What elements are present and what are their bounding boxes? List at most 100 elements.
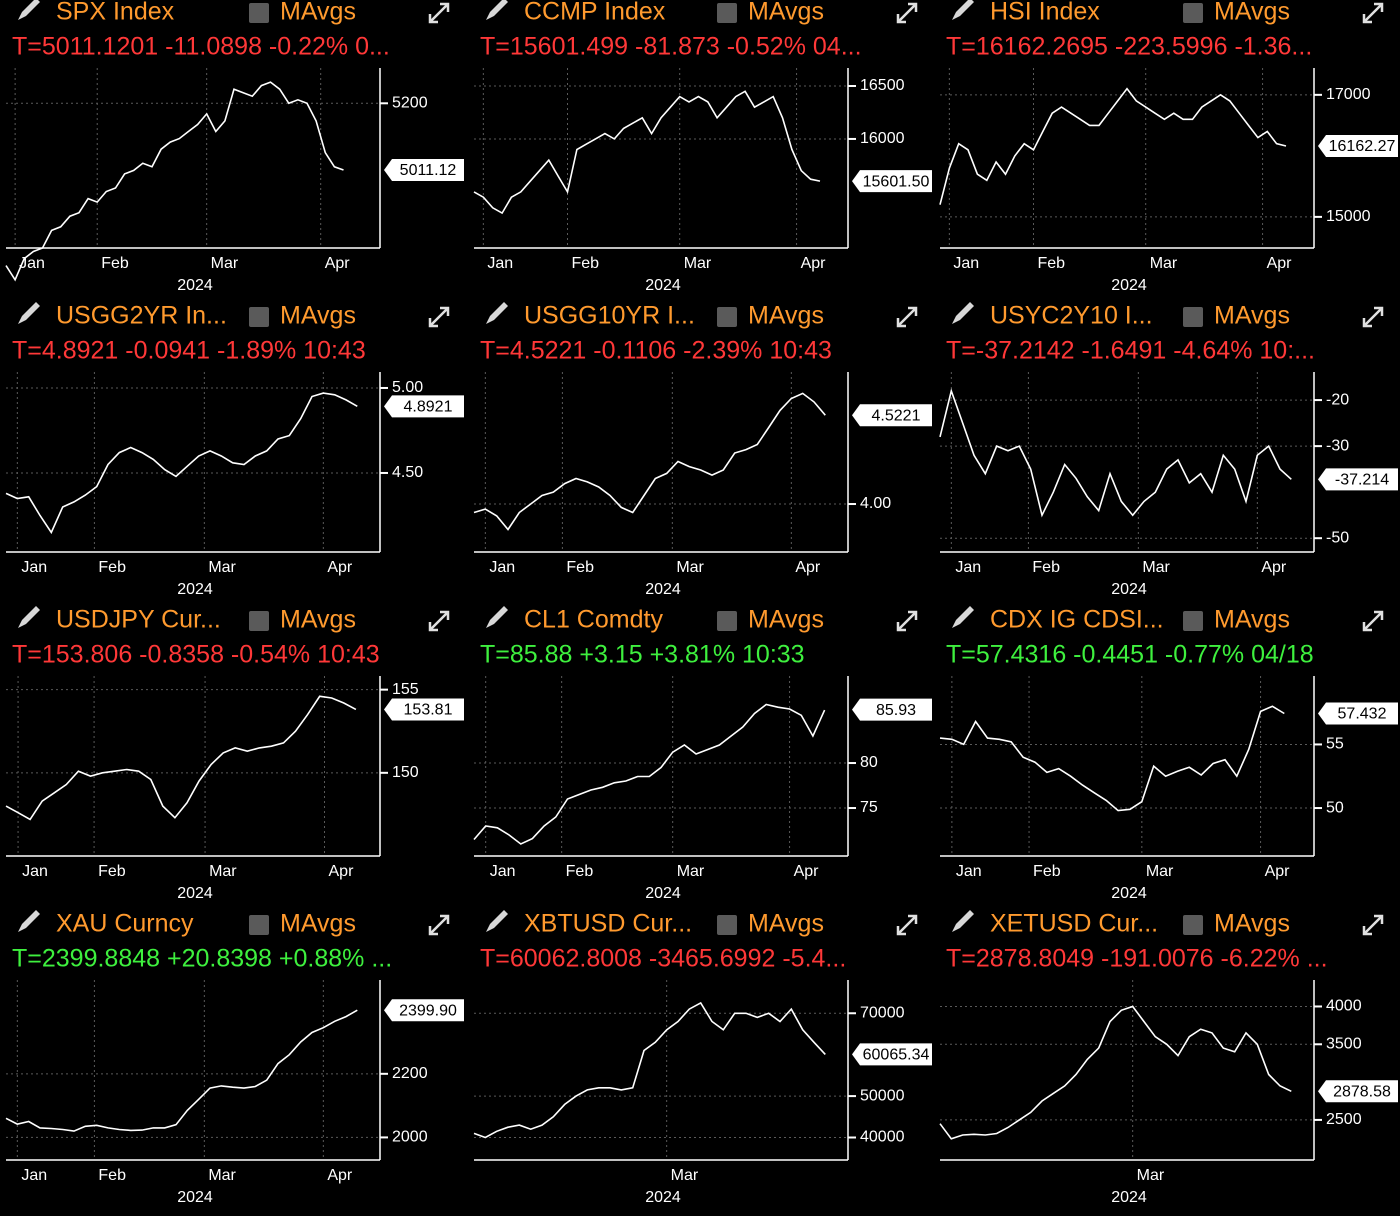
last-value-tag — [1318, 1080, 1398, 1103]
mavgs-checkbox[interactable] — [717, 611, 737, 631]
x-tick-label: Jan — [487, 255, 513, 272]
mavgs-checkbox[interactable] — [249, 3, 269, 23]
x-tick-label: Mar — [211, 255, 239, 272]
mavgs-label: MAvgs — [748, 0, 824, 26]
last-value-label: 153.81 — [404, 702, 453, 719]
x-tick-label: Apr — [795, 559, 821, 576]
x-tick-label: Mar — [1150, 255, 1178, 272]
price-line — [5, 695, 357, 821]
mavgs-checkbox[interactable] — [717, 915, 737, 935]
expand-icon[interactable] — [428, 914, 450, 936]
quote-line: T=5011.1201 -11.0898 -0.22% 0... — [12, 33, 390, 61]
mavgs-label: MAvgs — [748, 606, 824, 634]
y-tick-label: 3500 — [1326, 1036, 1362, 1053]
panel-title[interactable]: CL1 Comdty — [524, 606, 663, 634]
mavgs-checkbox[interactable] — [1183, 3, 1203, 23]
expand-icon[interactable] — [428, 2, 450, 24]
y-tick-label: 75 — [860, 799, 878, 816]
expand-icon[interactable] — [1362, 2, 1384, 24]
price-line — [5, 392, 358, 535]
edit-icon[interactable] — [952, 0, 974, 20]
y-tick-label: 70000 — [860, 1004, 905, 1021]
x-tick-label: Mar — [208, 559, 236, 576]
mavgs-checkbox[interactable] — [1183, 915, 1203, 935]
panel-title[interactable]: CDX IG CDSI... — [990, 606, 1164, 634]
edit-icon[interactable] — [486, 0, 508, 20]
last-value-tag — [1318, 468, 1398, 491]
x-tick-label: Mar — [1146, 863, 1174, 880]
x-tick-label: Jan — [490, 863, 516, 880]
mavgs-checkbox[interactable] — [1183, 611, 1203, 631]
mavgs-label: MAvgs — [280, 0, 356, 26]
last-value-tag — [384, 999, 464, 1022]
edit-icon[interactable] — [18, 0, 40, 20]
x-tick-label: Mar — [209, 863, 237, 880]
expand-icon[interactable] — [896, 2, 918, 24]
mavgs-checkbox[interactable] — [249, 307, 269, 327]
x-tick-label: Apr — [329, 863, 355, 880]
edit-icon[interactable] — [486, 302, 508, 324]
price-line — [939, 705, 1285, 812]
panel-title[interactable]: USDJPY Cur... — [56, 606, 221, 634]
year-label: 2024 — [1111, 277, 1147, 294]
quote-line: T=16162.2695 -223.5996 -1.36... — [946, 33, 1312, 61]
last-value-tag — [384, 395, 464, 418]
expand-icon[interactable] — [896, 914, 918, 936]
edit-icon[interactable] — [952, 302, 974, 324]
panel-title[interactable]: SPX Index — [56, 0, 175, 26]
mavgs-label: MAvgs — [748, 302, 824, 330]
quote-line: T=60062.8008 -3465.6992 -5.4... — [480, 945, 846, 973]
panel-title[interactable]: USGG2YR In... — [56, 302, 227, 330]
edit-icon[interactable] — [486, 606, 508, 628]
edit-icon[interactable] — [18, 302, 40, 324]
last-value-label: 60065.34 — [863, 1047, 930, 1064]
y-tick-label: 16500 — [860, 77, 905, 94]
x-tick-label: Jan — [955, 559, 981, 576]
price-line — [473, 703, 826, 845]
mavgs-checkbox[interactable] — [717, 307, 737, 327]
panel-title[interactable]: XETUSD Cur... — [990, 910, 1158, 938]
year-label: 2024 — [177, 1189, 213, 1206]
last-value-tag — [384, 158, 464, 181]
last-value-tag — [852, 404, 932, 427]
price-line — [939, 87, 1287, 205]
expand-icon[interactable] — [896, 306, 918, 328]
expand-icon[interactable] — [1362, 610, 1384, 632]
last-value-tag — [852, 698, 932, 721]
panel-title[interactable]: XAU Curncy — [56, 910, 194, 938]
mavgs-checkbox[interactable] — [717, 3, 737, 23]
year-label: 2024 — [1111, 581, 1147, 598]
x-tick-label: Feb — [101, 255, 129, 272]
expand-icon[interactable] — [896, 610, 918, 632]
last-value-label: 4.5221 — [872, 407, 921, 424]
expand-icon[interactable] — [428, 306, 450, 328]
quote-line: T=-37.2142 -1.6491 -4.64% 10:... — [946, 337, 1315, 365]
quote-line: T=2399.8848 +20.8398 +0.88% ... — [12, 945, 392, 973]
x-tick-label: Feb — [566, 863, 594, 880]
edit-icon[interactable] — [952, 606, 974, 628]
mavgs-checkbox[interactable] — [249, 915, 269, 935]
panel-title[interactable]: CCMP Index — [524, 0, 666, 26]
y-tick-label: 4000 — [1326, 998, 1362, 1015]
edit-icon[interactable] — [486, 910, 508, 932]
panel-title[interactable]: USYC2Y10 I... — [990, 302, 1153, 330]
edit-icon[interactable] — [18, 606, 40, 628]
edit-icon[interactable] — [18, 910, 40, 932]
panel-title[interactable]: USGG10YR I... — [524, 302, 695, 330]
y-tick-label: 80 — [860, 754, 878, 771]
last-value-label: 15601.50 — [863, 173, 930, 190]
last-value-label: 57.432 — [1338, 706, 1387, 723]
price-line — [473, 392, 826, 531]
expand-icon[interactable] — [428, 610, 450, 632]
mavgs-checkbox[interactable] — [249, 611, 269, 631]
y-tick-label: 17000 — [1326, 86, 1371, 103]
panel-title[interactable]: XBTUSD Cur... — [524, 910, 692, 938]
expand-icon[interactable] — [1362, 914, 1384, 936]
price-line — [5, 1009, 358, 1132]
mavgs-checkbox[interactable] — [1183, 307, 1203, 327]
panel-title[interactable]: HSI Index — [990, 0, 1100, 26]
expand-icon[interactable] — [1362, 306, 1384, 328]
last-value-label: 4.8921 — [404, 399, 453, 416]
mavgs-label: MAvgs — [1214, 0, 1290, 26]
edit-icon[interactable] — [952, 910, 974, 932]
